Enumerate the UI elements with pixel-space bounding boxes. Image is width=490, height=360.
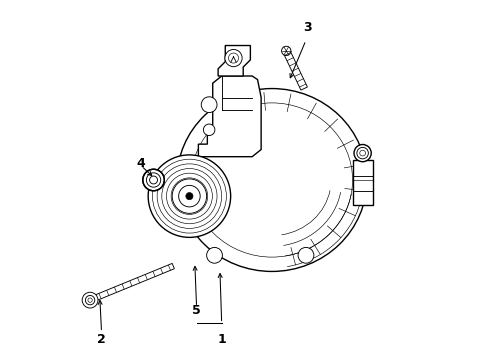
Text: 1: 1 <box>218 333 226 346</box>
Polygon shape <box>198 76 261 157</box>
Text: 3: 3 <box>303 21 312 34</box>
Ellipse shape <box>207 247 222 263</box>
Ellipse shape <box>88 298 92 302</box>
Ellipse shape <box>354 144 371 162</box>
FancyBboxPatch shape <box>353 160 373 205</box>
Ellipse shape <box>179 185 200 207</box>
Ellipse shape <box>203 124 215 135</box>
Ellipse shape <box>149 176 157 184</box>
Ellipse shape <box>143 169 164 191</box>
Ellipse shape <box>228 53 239 63</box>
Ellipse shape <box>298 247 314 263</box>
Ellipse shape <box>357 147 368 159</box>
Ellipse shape <box>82 292 98 308</box>
Polygon shape <box>218 45 250 76</box>
Ellipse shape <box>172 179 207 213</box>
Ellipse shape <box>201 97 217 113</box>
Ellipse shape <box>147 173 161 187</box>
Ellipse shape <box>360 150 366 156</box>
Text: 2: 2 <box>97 333 106 346</box>
Ellipse shape <box>148 155 231 237</box>
Ellipse shape <box>186 193 193 200</box>
Polygon shape <box>95 264 174 300</box>
Ellipse shape <box>282 46 291 55</box>
Ellipse shape <box>177 89 367 271</box>
Ellipse shape <box>85 296 95 305</box>
Text: 4: 4 <box>137 157 146 170</box>
Text: 5: 5 <box>192 305 201 318</box>
Polygon shape <box>283 49 307 90</box>
Ellipse shape <box>225 49 242 67</box>
